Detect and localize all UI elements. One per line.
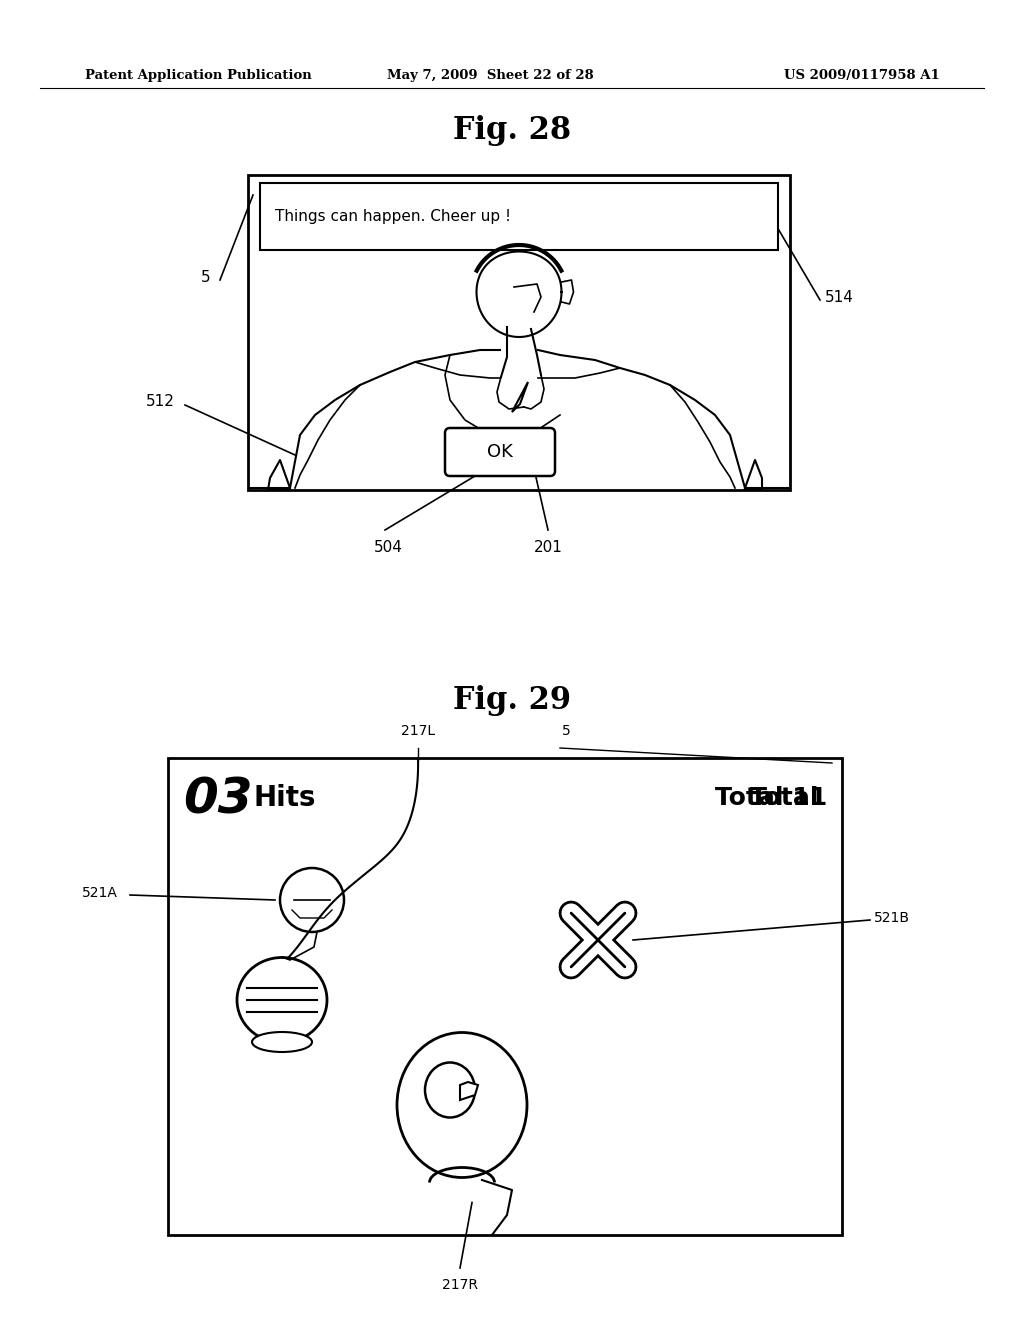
Text: 504: 504 bbox=[374, 540, 402, 554]
Bar bbox=[168, 758, 842, 1236]
Text: 521A: 521A bbox=[82, 886, 118, 900]
Ellipse shape bbox=[425, 1063, 475, 1118]
Text: 201: 201 bbox=[534, 540, 562, 554]
Text: Total 11: Total 11 bbox=[715, 785, 827, 810]
Text: US 2009/0117958 A1: US 2009/0117958 A1 bbox=[784, 69, 940, 82]
Text: 217L: 217L bbox=[401, 723, 435, 738]
Text: 514: 514 bbox=[825, 290, 854, 305]
Text: Things can happen. Cheer up !: Things can happen. Cheer up ! bbox=[275, 209, 511, 224]
Ellipse shape bbox=[252, 1032, 312, 1052]
Text: 5: 5 bbox=[201, 271, 210, 285]
Bar bbox=[248, 176, 790, 490]
Ellipse shape bbox=[237, 957, 327, 1043]
Text: OK: OK bbox=[487, 444, 513, 461]
Text: Hits: Hits bbox=[253, 784, 315, 812]
Text: 521B: 521B bbox=[874, 911, 910, 925]
Text: Fig. 28: Fig. 28 bbox=[453, 115, 571, 145]
Text: Total: Total bbox=[750, 785, 827, 810]
Text: Patent Application Publication: Patent Application Publication bbox=[85, 69, 311, 82]
Polygon shape bbox=[460, 1082, 478, 1100]
Text: 512: 512 bbox=[146, 395, 175, 409]
Text: 03: 03 bbox=[183, 776, 253, 824]
Ellipse shape bbox=[397, 1032, 527, 1177]
Bar bbox=[260, 183, 778, 249]
Polygon shape bbox=[512, 381, 528, 412]
Circle shape bbox=[280, 869, 344, 932]
FancyBboxPatch shape bbox=[445, 428, 555, 477]
Text: Fig. 29: Fig. 29 bbox=[453, 685, 571, 715]
Text: May 7, 2009  Sheet 22 of 28: May 7, 2009 Sheet 22 of 28 bbox=[387, 69, 593, 82]
Text: 5: 5 bbox=[562, 723, 570, 738]
Text: 217R: 217R bbox=[442, 1278, 478, 1292]
